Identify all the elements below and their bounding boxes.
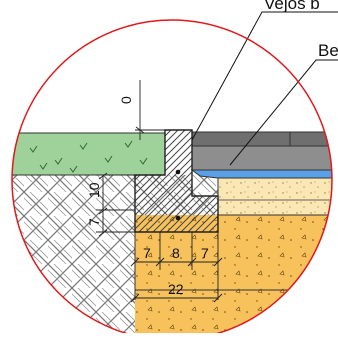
grass-marks — [29, 140, 148, 173]
dim-curb-width: 8 — [172, 245, 180, 261]
label-be: Be — [318, 41, 338, 60]
dim-base-total: 22 — [168, 281, 184, 297]
dim-curb-embed: 7 — [86, 218, 102, 226]
curb-point-upper — [175, 169, 181, 175]
dim-top-gap: 0 — [118, 96, 134, 104]
dim-curb-height: 10 — [86, 182, 102, 198]
sand-layer — [217, 177, 332, 216]
curb-point-lower — [175, 215, 181, 221]
grass-layer — [12, 132, 166, 176]
water-layer — [190, 169, 332, 179]
dim-base-left: 7 — [143, 245, 151, 261]
dim-base-right: 7 — [201, 245, 209, 261]
label-vejos: Vejos b — [264, 0, 320, 13]
leader-lines — [191, 11, 338, 166]
detail-circle — [11, 19, 333, 338]
dimension-lines — [96, 80, 223, 303]
